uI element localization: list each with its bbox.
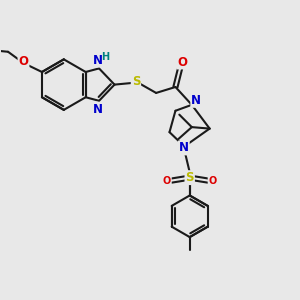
Text: N: N bbox=[191, 94, 201, 107]
Text: O: O bbox=[19, 55, 28, 68]
Text: O: O bbox=[177, 56, 187, 68]
Text: N: N bbox=[93, 103, 103, 116]
Text: S: S bbox=[132, 75, 140, 88]
Text: O: O bbox=[163, 176, 171, 186]
Text: N: N bbox=[179, 141, 189, 154]
Text: O: O bbox=[208, 176, 217, 186]
Text: S: S bbox=[185, 171, 194, 184]
Text: N: N bbox=[93, 54, 103, 67]
Text: H: H bbox=[101, 52, 110, 61]
